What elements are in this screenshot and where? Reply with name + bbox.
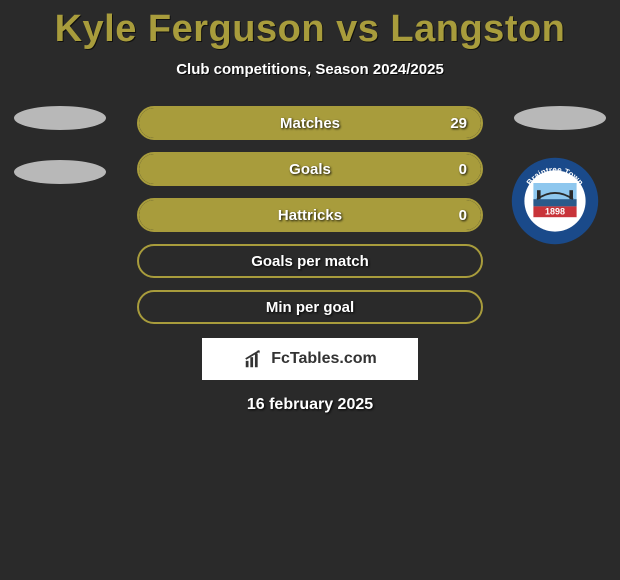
stat-bar-min-per-goal: Min per goal [137, 290, 483, 324]
placeholder-ellipse [14, 106, 106, 130]
chart-icon [243, 348, 265, 370]
stat-bar-hattricks: Hattricks 0 [137, 198, 483, 232]
bar-right-value: 0 [459, 161, 467, 178]
date-label: 16 february 2025 [0, 396, 620, 414]
bar-right-value: 0 [459, 207, 467, 224]
stat-bars: Matches 29 Goals 0 Hattricks 0 Goals per… [137, 106, 483, 324]
bar-label: Goals per match [251, 253, 369, 270]
right-player-placeholder [514, 106, 606, 130]
club-badge-svg: Braintree Town THE IRON 1898 [510, 156, 600, 246]
subtitle: Club competitions, Season 2024/2025 [0, 61, 620, 78]
placeholder-ellipse [14, 160, 106, 184]
bar-label: Hattricks [278, 207, 342, 224]
bar-label: Goals [289, 161, 331, 178]
stat-bar-goals-per-match: Goals per match [137, 244, 483, 278]
stat-bar-goals: Goals 0 [137, 152, 483, 186]
bar-right-value: 29 [450, 115, 467, 132]
badge-year: 1898 [545, 207, 565, 217]
club-badge: Braintree Town THE IRON 1898 [510, 156, 600, 246]
bar-label: Min per goal [266, 299, 354, 316]
comparison-content: Braintree Town THE IRON 1898 Matches [0, 106, 620, 414]
left-player-placeholder [14, 106, 106, 214]
placeholder-ellipse [514, 106, 606, 130]
attribution-box: FcTables.com [202, 338, 418, 380]
attribution-text: FcTables.com [271, 350, 377, 368]
stat-bar-matches: Matches 29 [137, 106, 483, 140]
page-title: Kyle Ferguson vs Langston [0, 0, 620, 51]
bar-label: Matches [280, 115, 340, 132]
